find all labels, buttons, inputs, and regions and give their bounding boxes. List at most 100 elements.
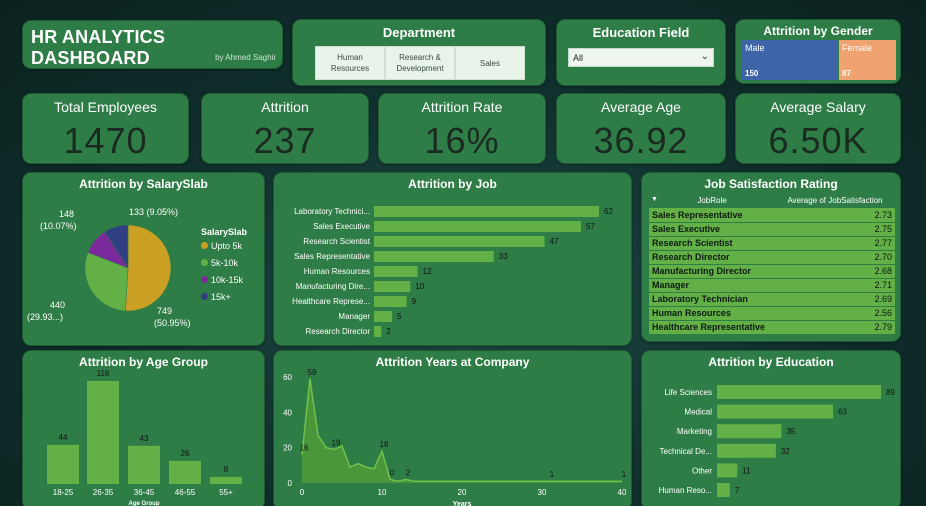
age-bar-value: 43 [140,434,149,443]
pie-label-upto5k-b: (50.95%) [154,318,191,328]
table-row[interactable]: Research Director 2.70 [649,250,895,264]
dashboard-title-card: HR ANALYTICS DASHBOARD by Ahmed Saghir [22,20,283,69]
job-bar[interactable] [374,206,599,217]
column-header-label: JobRole [697,196,727,205]
legend-dot [201,259,208,266]
education-bar[interactable] [717,424,782,439]
gender-male-value: 150 [745,69,759,78]
job-bar[interactable] [374,221,581,232]
pie-label-15k: 133 (9.05%) [129,207,178,217]
legend-item-15k[interactable]: 15k+ [201,288,247,305]
table-cell-avg: 2.56 [874,308,892,318]
job-bar-value: 10 [415,282,424,291]
education-bar-value: 32 [781,447,790,456]
table-row[interactable]: Manager 2.71 [649,278,895,292]
age-tick-label: 55+ [219,488,233,497]
attrition-years-title: Attrition Years at Company [375,355,530,369]
job-bar-label: Manager [338,312,370,321]
kpi-attrition-rate: Attrition Rate 16% [378,93,546,164]
years-line[interactable] [301,378,622,483]
job-satisfaction-card: Job Satisfaction Rating ▼ JobRole Average… [641,172,901,342]
pie-slice-0[interactable] [125,224,172,312]
education-bar[interactable] [717,385,881,399]
table-row[interactable]: Manufacturing Director 2.68 [649,264,895,278]
years-x-tick: 40 [618,488,627,497]
years-data-label: 16 [300,444,309,453]
department-slicer: Department Human Resources Research & De… [292,19,546,86]
years-data-label: 0 [390,468,395,477]
column-header-avg[interactable]: Average of JobSatisfaction [775,193,895,208]
education-field-selected: All [573,53,584,63]
age-bar[interactable] [210,476,242,484]
table-cell-avg: 2.71 [874,280,892,290]
age-bar-value: 26 [181,449,190,458]
kpi-value: 237 [253,120,317,161]
legend-dot [201,242,208,249]
department-option-sales[interactable]: Sales [455,46,525,80]
job-bar[interactable] [374,251,494,262]
age-bar[interactable] [47,444,79,484]
job-satisfaction-title: Job Satisfaction Rating [704,177,838,191]
years-data-label: 2 [406,468,411,477]
pie-slice-1[interactable] [84,252,129,312]
age-bar[interactable] [128,445,160,484]
attrition-by-job-title: Attrition by Job [408,177,497,191]
years-x-tick: 20 [458,488,467,497]
age-bar[interactable] [169,460,201,484]
legend-item-10k-15k[interactable]: 10k-15k [201,271,247,288]
education-field-dropdown[interactable]: All ⌄ [568,48,714,67]
age-axis-title: Age Group [129,501,160,506]
table-row[interactable]: Sales Executive 2.75 [649,222,895,236]
table-row[interactable]: Laboratory Technician 2.69 [649,292,895,306]
dashboard-author: by Ahmed Saghir [215,53,276,62]
kpi-value: 16% [424,120,500,161]
years-data-label: 1 [622,470,627,479]
years-area [302,378,622,483]
job-bar[interactable] [374,281,411,292]
kpi-total-employees: Total Employees 1470 [22,93,189,164]
education-bar-value: 7 [735,486,740,495]
kpi-value: 1470 [63,120,148,161]
column-header-jobrole[interactable]: ▼ JobRole [649,193,775,208]
years-data-label: 18 [380,440,389,449]
table-row[interactable]: Healthcare Representative 2.79 [649,320,895,334]
legend-item-5k-10k[interactable]: 5k-10k [201,254,247,271]
table-cell-jobrole: Research Scientist [652,238,733,248]
education-bar[interactable] [717,443,776,458]
job-bar[interactable] [374,326,382,337]
job-bar-value: 33 [499,252,508,261]
job-bar[interactable] [374,296,407,307]
gender-female-block[interactable]: Female 87 [839,40,896,80]
education-bar[interactable] [717,404,834,419]
salary-slab-title: Attrition by SalarySlab [79,177,208,191]
table-row[interactable]: Human Resources 2.56 [649,306,895,320]
table-row[interactable]: Sales Representative 2.73 [649,208,895,222]
kpi-title: Average Age [601,99,681,115]
job-bar[interactable] [374,311,393,322]
kpi-title: Average Salary [770,99,866,115]
department-option-hr[interactable]: Human Resources [315,46,385,80]
gender-chart-title: Attrition by Gender [763,24,873,38]
education-bar-label: Life Sciences [664,388,712,397]
age-bar[interactable] [87,381,119,484]
table-cell-jobrole: Sales Representative [652,209,743,220]
education-bar-value: 89 [886,388,895,397]
attrition-by-age-title: Attrition by Age Group [79,355,208,369]
department-option-rd[interactable]: Research & Development [385,46,455,80]
job-bar[interactable] [374,266,418,277]
education-bar[interactable] [717,463,738,478]
education-bar[interactable] [717,483,730,497]
kpi-average-age: Average Age 36.92 [556,93,726,164]
table-row[interactable]: Research Scientist 2.77 [649,236,895,250]
salary-slab-pie-chart: 133 (9.05%) 148 (10.07%) 440 (29.93...) … [27,207,191,328]
education-bar-label: Human Reso... [659,486,712,495]
job-bar-label: Human Resources [304,267,370,276]
job-bar[interactable] [374,236,545,247]
legend-label: 15k+ [211,291,231,302]
pie-slice-3[interactable] [104,224,129,269]
attrition-by-job-chart: Laboratory Technici... 62 Sales Executive 5… [292,206,613,337]
table-cell-avg: 2.75 [874,224,892,234]
gender-male-block[interactable]: Male 150 [742,40,838,80]
legend-item-upto5k[interactable]: Upto 5k [201,237,247,254]
table-cell-jobrole: Research Director [652,252,730,262]
